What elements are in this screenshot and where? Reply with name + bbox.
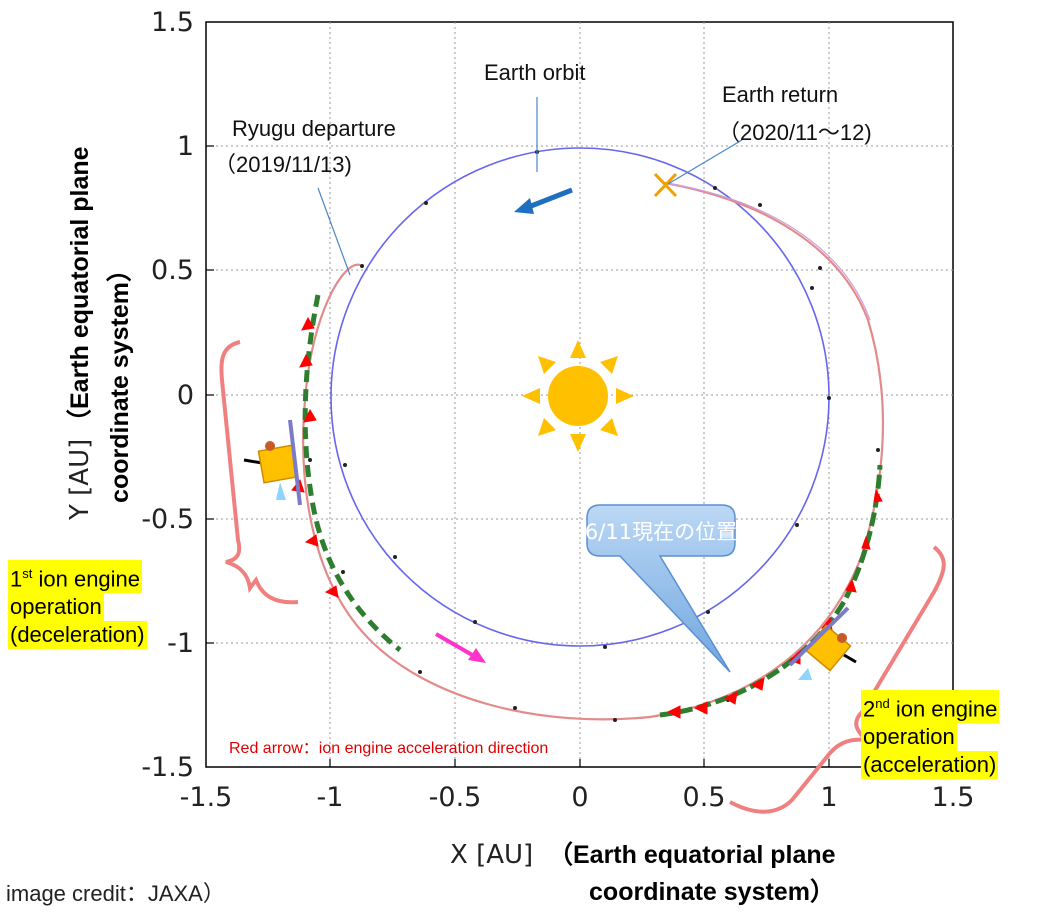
earth-orbit-dots xyxy=(343,150,831,649)
earth-orbit-label: Earth orbit xyxy=(484,60,586,85)
sun-icon xyxy=(522,340,634,452)
leader-lines xyxy=(317,97,743,276)
y-tick-label: -1.5 xyxy=(141,752,194,783)
x-tick-label: 1 xyxy=(820,782,837,813)
x-tick-label: -0.5 xyxy=(429,782,482,813)
x-axis-label-bold-1: （Earth equatorial plane xyxy=(548,840,836,869)
x-tick-label: 0 xyxy=(571,782,588,813)
second-op-line1: 2nd ion engine xyxy=(861,690,1000,724)
y-tick-label: 1.5 xyxy=(151,7,194,38)
spacecraft-orbit-inner xyxy=(664,182,871,321)
current-position-label: 6/11現在の位置 xyxy=(585,520,737,544)
second-op-line3: (acceleration) xyxy=(861,751,999,780)
earth-return-marker-icon xyxy=(653,172,678,198)
y-axis-label-line2: coordinate system） xyxy=(105,257,134,503)
first-op-bracket xyxy=(219,340,299,605)
x-axis-label-plain: X [AU] xyxy=(450,840,533,870)
earth-return-label: Earth return xyxy=(722,82,838,107)
first-op-line2: operation xyxy=(8,593,104,622)
y-tick-label: -1 xyxy=(167,628,194,659)
ryugu-departure-date: （2019/11/13) xyxy=(214,152,352,177)
y-tick-label: -0.5 xyxy=(141,504,194,535)
y-axis-label: Y [AU] （Earth equatorial plane xyxy=(65,146,95,521)
spacecraft-direction-arrow xyxy=(434,632,486,663)
first-op-line3: (deceleration) xyxy=(8,621,147,650)
earth-orbit-direction-arrow xyxy=(514,187,573,214)
tick-marks xyxy=(206,145,830,767)
ryugu-departure-label: Ryugu departure xyxy=(232,116,396,141)
y-axis-label-bold-1: （Earth equatorial plane xyxy=(65,146,94,434)
y-tick-label: 1 xyxy=(177,131,194,162)
x-tick-label: -1 xyxy=(317,782,344,813)
red-arrow-note: Red arrow：ion engine acceleration direct… xyxy=(229,740,548,757)
second-op-line2: operation xyxy=(861,723,957,752)
current-position-callout: 6/11現在の位置 xyxy=(585,504,737,673)
y-axis-label-bold-2: coordinate system） xyxy=(105,257,134,503)
first-op-label: 1st ion engine operation (deceleration) xyxy=(8,560,147,650)
y-axis-label-plain: Y [AU] xyxy=(65,439,95,521)
x-tick-label: -1.5 xyxy=(180,782,233,813)
y-tick-label: 0 xyxy=(177,380,194,411)
thrust-arrows xyxy=(291,316,883,719)
second-op-label: 2nd ion engine operation (acceleration) xyxy=(861,690,1000,780)
earth-return-date: （2020/11〜12) xyxy=(718,120,872,145)
thrust-arc-second xyxy=(659,464,883,718)
image-credit: image credit：JAXA） xyxy=(6,881,225,906)
x-tick-label: 0.5 xyxy=(683,782,726,813)
x-axis-label-bold-2: coordinate system） xyxy=(589,877,835,906)
spacecraft-icon-second xyxy=(788,606,857,680)
x-tick-label: 1.5 xyxy=(932,782,975,813)
spacecraft-icon-first xyxy=(243,419,302,506)
y-tick-label: 0.5 xyxy=(151,255,194,286)
thrust-arc-first xyxy=(302,294,402,652)
first-op-line1: 1st ion engine xyxy=(8,560,143,594)
